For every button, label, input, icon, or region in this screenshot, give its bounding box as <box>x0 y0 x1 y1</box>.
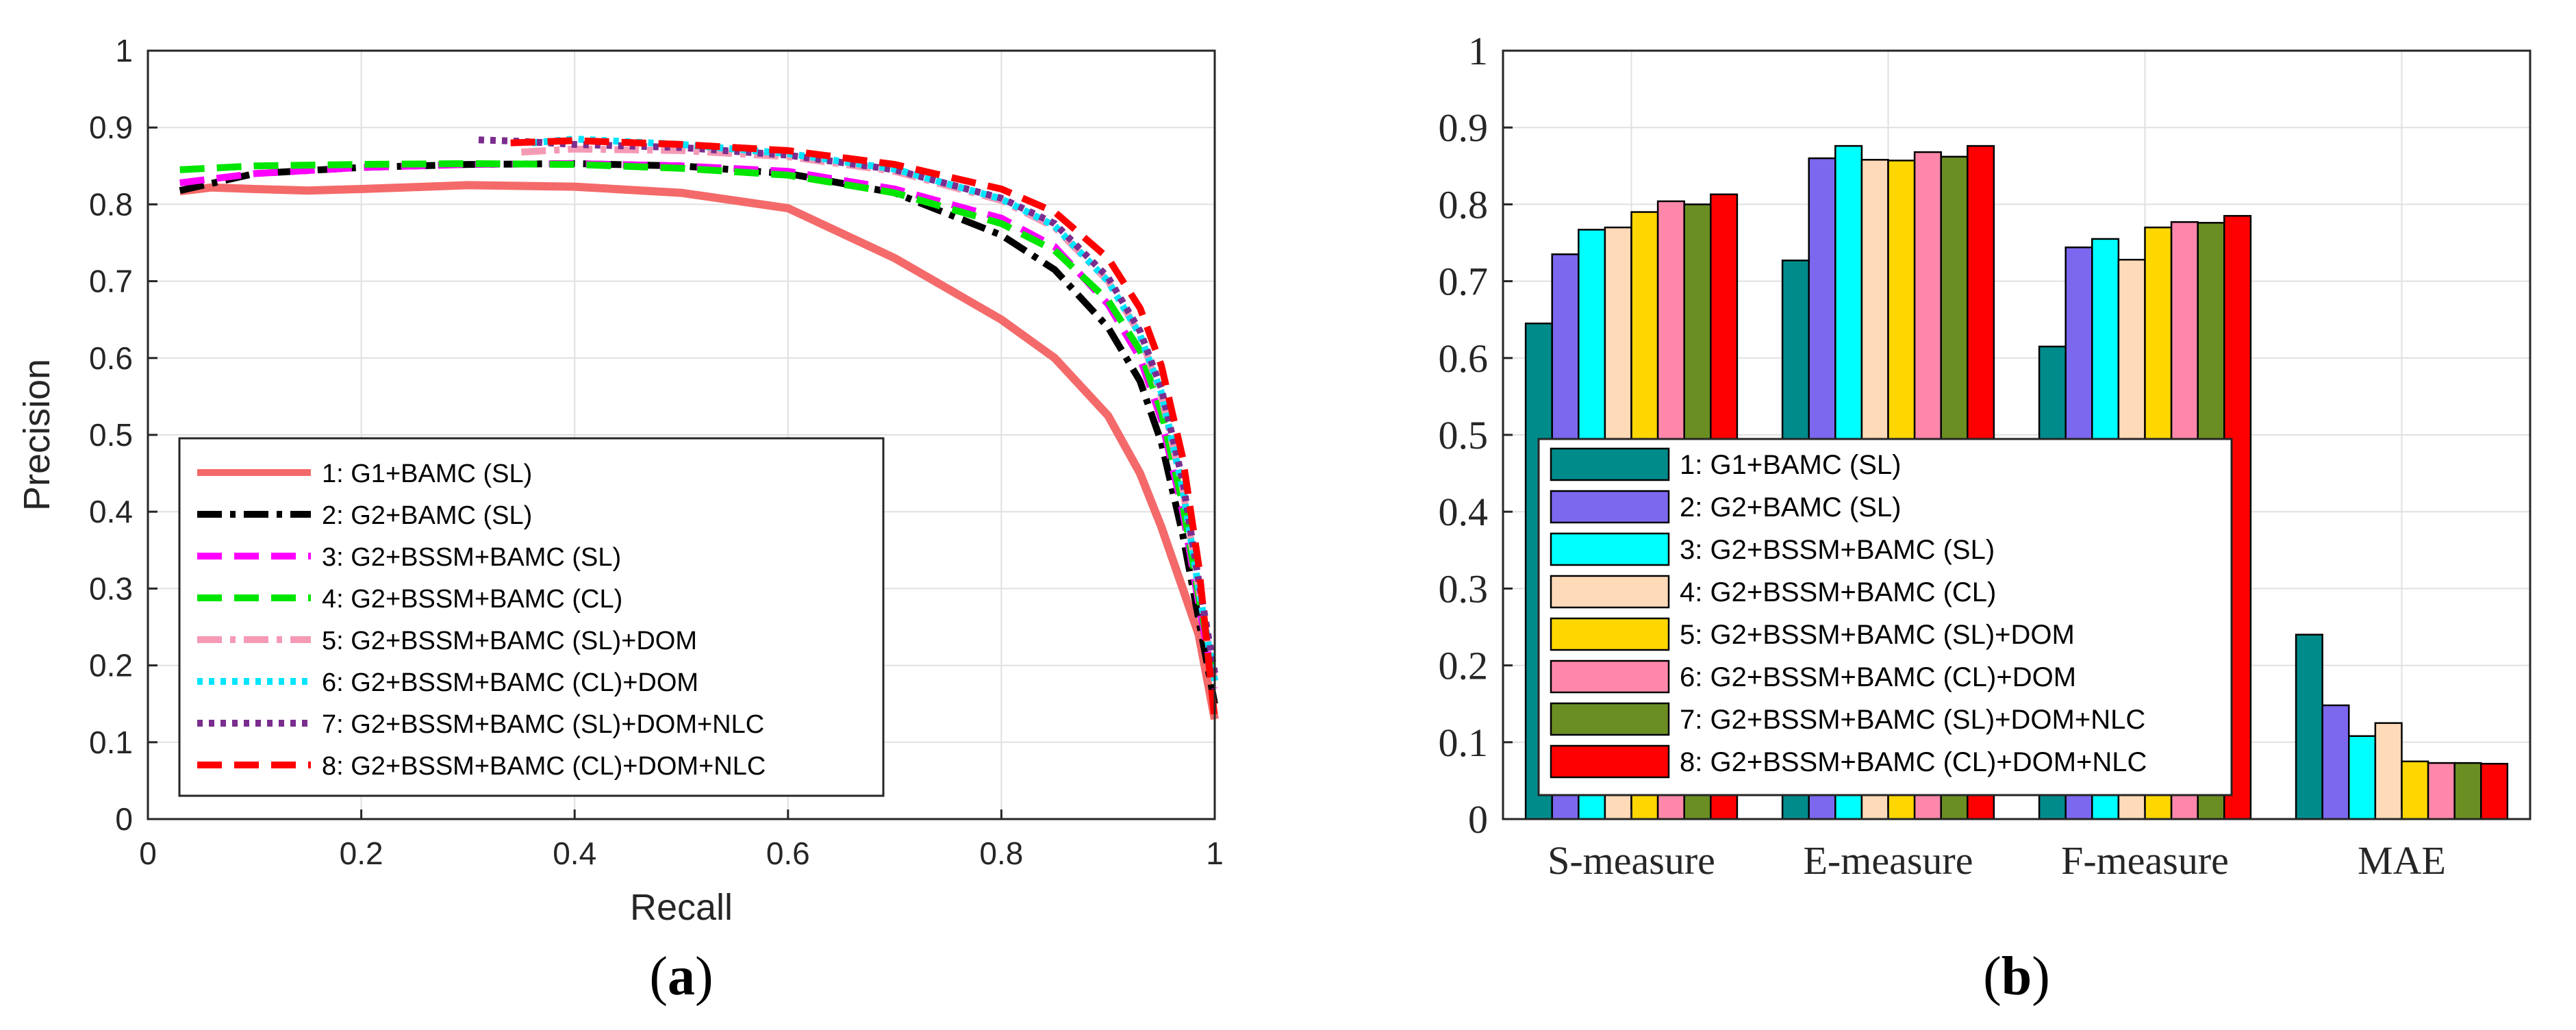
panel-b-legend-swatch <box>1550 660 1670 694</box>
panel-b-legend-swatch <box>1550 532 1670 566</box>
panel-a-y-tick-label: 0.5 <box>89 417 133 453</box>
panel-b-bar-chart: S-measure E-measure F-measure MAE 0 0.1 0.2 0.… <box>1439 29 2531 1007</box>
panel-a-y-tick-label: 0.6 <box>89 340 133 376</box>
panel-a-caption: (a) <box>649 946 713 1007</box>
panel-b-category-label: MAE <box>2358 838 2446 883</box>
panel-a-y-tick-label: 0.9 <box>89 110 133 145</box>
panel-a-x-tick-label: 0.8 <box>979 836 1023 871</box>
panel-b-y-tick-label: 0.3 <box>1439 566 1489 611</box>
panel-b-bar-series-4-mae <box>2374 722 2403 820</box>
panel-b-bar-series-7-mae <box>2453 762 2482 820</box>
panel-b-legend-swatch <box>1550 490 1670 524</box>
panel-b-category-label: E-measure <box>1804 838 1973 883</box>
panel-a-x-tick-label: 0.6 <box>766 836 810 871</box>
panel-b-legend-swatch <box>1550 744 1670 779</box>
panel-a-legend-box <box>178 437 885 797</box>
panel-b-y-tick-label: 0.2 <box>1439 644 1489 688</box>
panel-a-legend-label: 7: G2+BSSM+BAMC (SL)+DOM+NLC <box>322 710 764 739</box>
panel-a-y-tick-label: 1 <box>115 33 133 68</box>
panel-b-y-tick-label: 0 <box>1468 797 1488 842</box>
panel-a-legend-label: 1: G1+BAMC (SL) <box>322 460 532 488</box>
panel-a-legend-label: 8: G2+BSSM+BAMC (CL)+DOM+NLC <box>322 752 766 781</box>
panel-a-series-line-4 <box>179 160 1218 681</box>
panel-b-y-tick-label: 1 <box>1468 29 1488 73</box>
panel-b-y-tick-label: 0.5 <box>1439 413 1489 457</box>
panel-a-y-tick-label: 0.1 <box>89 725 133 760</box>
panel-a-legend-label: 6: G2+BSSM+BAMC (CL)+DOM <box>322 668 698 697</box>
panel-a-x-tick-label: 0.4 <box>553 836 596 871</box>
panel-a-line-chart: 0 0.2 0.4 0.6 0.8 1 0 0.1 0.2 0.3 0.4 0.5 0.6 0.7 0.8… <box>16 33 1224 1007</box>
panel-b-caption: (b) <box>1983 946 2050 1007</box>
panel-b-legend-label: 3: G2+BSSM+BAMC (SL) <box>1680 535 1995 565</box>
panel-a-y-tick-label: 0 <box>115 801 133 837</box>
panel-b-y-tick-label: 0.4 <box>1439 490 1489 534</box>
panel-b-legend-swatch <box>1550 617 1670 651</box>
panel-b-bar-series-3-mae <box>2348 735 2377 820</box>
panel-b-bar-series-1-mae <box>2295 633 2323 820</box>
panel-b-bar-series-5-mae <box>2401 760 2429 820</box>
panel-a-x-tick-label: 1 <box>1206 836 1224 871</box>
panel-a-series-line-1 <box>179 181 1219 720</box>
panel-a-legend-label: 5: G2+BSSM+BAMC (SL)+DOM <box>322 627 697 655</box>
panel-b-legend-label: 2: G2+BAMC (SL) <box>1680 492 1901 523</box>
panel-b-category-label: S-measure <box>1548 838 1715 883</box>
panel-b-legend-label: 4: G2+BSSM+BAMC (CL) <box>1680 577 1996 607</box>
panel-b-bar-series-2-mae <box>2321 704 2350 820</box>
panel-a-x-tick-label: 0.2 <box>340 836 383 871</box>
panel-b-legend-label: 7: G2+BSSM+BAMC (SL)+DOM+NLC <box>1680 705 2145 735</box>
panel-a-series-line-7 <box>478 136 1218 674</box>
panel-b-legend-label: 1: G1+BAMC (SL) <box>1680 450 1901 480</box>
panel-a-series-line-8 <box>510 137 1218 720</box>
panel-b-y-tick-label: 0.9 <box>1439 105 1489 150</box>
panel-b-legend-swatch <box>1550 702 1670 736</box>
panel-a-legend-label: 4: G2+BSSM+BAMC (CL) <box>322 585 622 614</box>
panel-b-legend-label: 5: G2+BSSM+BAMC (SL)+DOM <box>1680 620 2075 650</box>
panel-a-y-tick-label: 0.8 <box>89 186 133 222</box>
panel-b-category-label: F-measure <box>2061 838 2229 883</box>
panel-a-y-tick-label: 0.2 <box>89 648 133 683</box>
panel-a-y-tick-label: 0.3 <box>89 570 133 606</box>
panel-a-legend-label: 3: G2+BSSM+BAMC (SL) <box>322 543 621 572</box>
panel-a-y-tick-label: 0.4 <box>89 494 133 529</box>
panel-b-y-tick-label: 0.6 <box>1439 336 1489 381</box>
panel-a-y-tick-label: 0.7 <box>89 264 133 299</box>
panel-b-legend-label: 8: G2+BSSM+BAMC (CL)+DOM+NLC <box>1680 747 2147 777</box>
panel-a-y-axis-label: Precision <box>16 359 58 511</box>
panel-a-x-tick-label: 0 <box>139 836 157 871</box>
panel-a-legend-label: 2: G2+BAMC (SL) <box>322 501 532 530</box>
panel-b-y-tick-label: 0.7 <box>1439 260 1489 304</box>
panel-b-bar-series-8-mae <box>2480 762 2509 820</box>
panel-b-y-tick-label: 0.8 <box>1439 182 1489 227</box>
panel-a-x-axis-label: Recall <box>630 887 733 928</box>
panel-b-bar-series-6-mae <box>2427 762 2455 820</box>
panel-b-legend-label: 6: G2+BSSM+BAMC (CL)+DOM <box>1680 662 2076 692</box>
panel-b-y-tick-label: 0.1 <box>1439 720 1489 765</box>
panel-b-legend-swatch <box>1550 575 1670 609</box>
panel-b-legend-swatch <box>1550 447 1670 481</box>
